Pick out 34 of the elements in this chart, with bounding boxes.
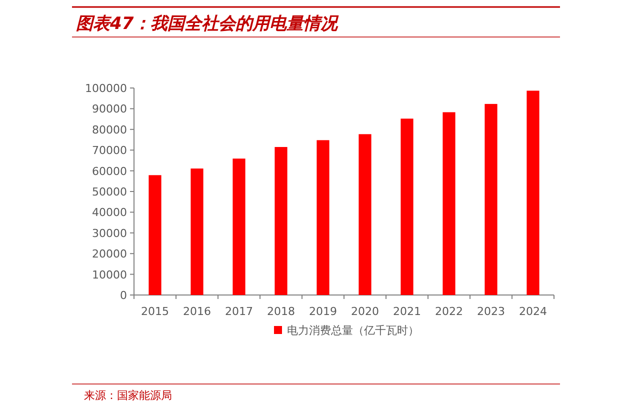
legend-label: 电力消费总量（亿千瓦时） — [287, 324, 419, 337]
bar — [232, 158, 246, 295]
bar — [190, 168, 204, 295]
bar — [148, 175, 162, 295]
x-tick-label: 2018 — [267, 305, 295, 318]
y-tick-label: 20000 — [92, 248, 127, 261]
x-tick-label: 2021 — [393, 305, 421, 318]
y-tick-label: 40000 — [92, 206, 127, 220]
y-tick-label: 10000 — [92, 268, 127, 282]
x-tick-label: 2015 — [141, 305, 169, 318]
x-tick-label: 2016 — [183, 305, 211, 318]
y-tick-label: 50000 — [92, 186, 127, 198]
y-tick-label: 90000 — [92, 102, 127, 116]
source-note: 来源：国家能源局 — [84, 389, 172, 402]
y-tick-label: 60000 — [92, 164, 127, 178]
y-tick-label: 80000 — [92, 123, 127, 136]
x-tick-label: 2019 — [309, 305, 337, 318]
chart-title: 图表47：我国全社会的用电量情况 — [76, 14, 340, 34]
x-tick-label: 2023 — [477, 305, 505, 318]
bar — [400, 118, 414, 295]
bar — [442, 112, 456, 295]
x-tick-label: 2022 — [435, 305, 463, 318]
x-tick-label: 2024 — [519, 305, 547, 318]
bar — [316, 140, 330, 295]
y-tick-label: 100000 — [85, 82, 127, 95]
y-tick-label: 30000 — [92, 226, 127, 240]
x-tick-label: 2017 — [225, 305, 253, 318]
bar — [526, 90, 540, 295]
x-tick-label: 2020 — [351, 305, 379, 318]
y-tick-label: 70000 — [92, 144, 127, 158]
bar — [358, 134, 372, 295]
bar — [484, 104, 498, 295]
bar — [274, 146, 288, 295]
y-tick-label: 0 — [120, 289, 127, 302]
